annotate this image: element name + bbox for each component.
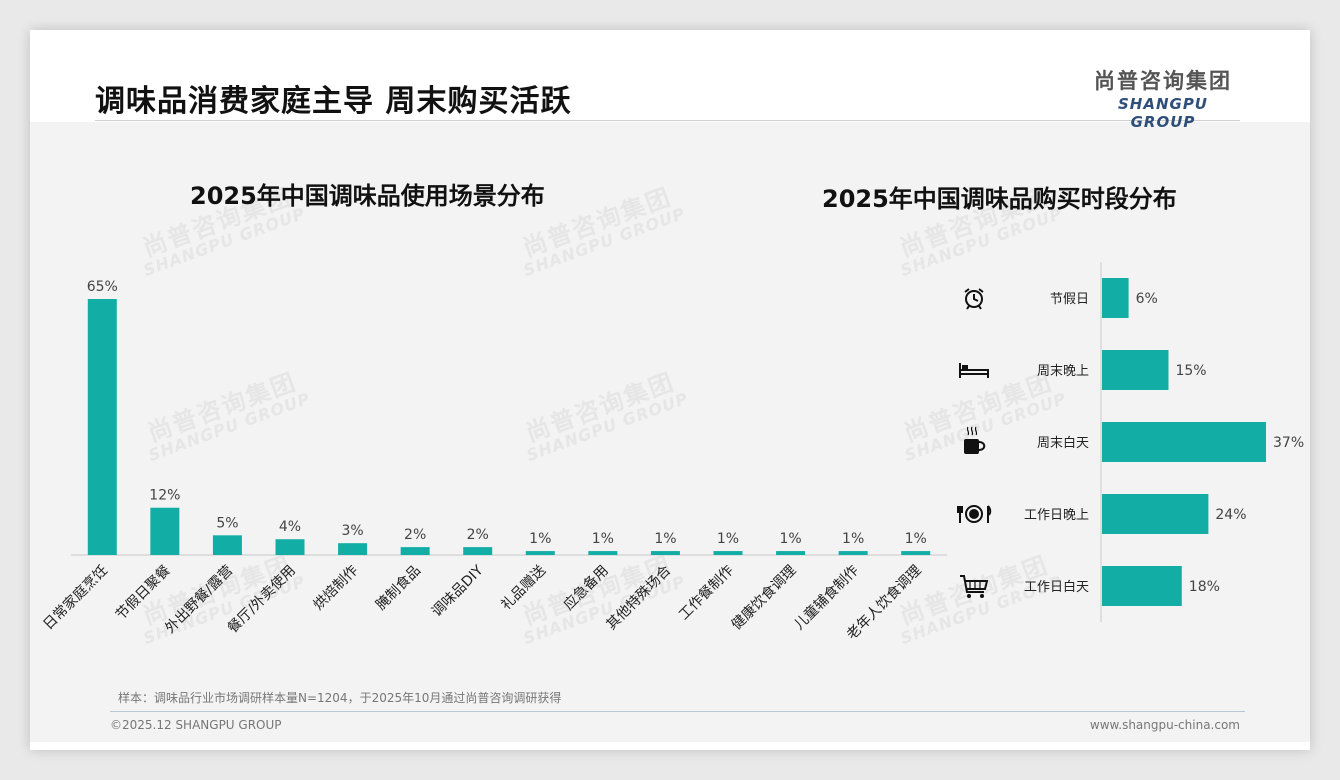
category-label: 工作日晚上 <box>1024 508 1089 523</box>
data-label: 2% <box>404 527 426 543</box>
category-label: 周末晚上 <box>1037 364 1089 379</box>
data-label: 5% <box>216 515 238 531</box>
bar <box>1102 494 1209 534</box>
data-label: 65% <box>87 279 118 295</box>
bar <box>212 535 242 555</box>
alarm-clock-icon <box>964 288 984 310</box>
data-label: 1% <box>905 531 927 547</box>
logo: 尚普咨询集团 SHANGPU GROUP <box>1088 65 1238 131</box>
bar <box>776 551 806 555</box>
content-background <box>30 122 1310 742</box>
data-label: 37% <box>1273 435 1304 451</box>
category-label: 调味品DIY <box>429 562 487 620</box>
category-label: 周末白天 <box>1037 435 1089 451</box>
scenario-bar-chart: 65%日常家庭烹饪12%节假日聚餐5%外出野餐/露营4%餐厅/外卖使用3%烘焙制… <box>40 279 947 643</box>
data-label: 1% <box>842 531 864 547</box>
bar <box>713 551 743 555</box>
bar <box>463 547 493 555</box>
bar <box>400 547 430 555</box>
footer-divider <box>110 711 1245 712</box>
footnote: 样本：调味品行业市场调研样本量N=1204，于2025年10月通过尚普咨询调研获… <box>118 691 562 705</box>
bar <box>1102 566 1182 606</box>
data-label: 4% <box>279 519 301 535</box>
category-label: 节假日聚餐 <box>113 563 174 624</box>
bar <box>1102 422 1266 462</box>
data-label: 24% <box>1215 507 1246 523</box>
data-label: 1% <box>654 531 676 547</box>
bar <box>588 551 618 555</box>
bar <box>901 551 931 555</box>
page-title: 调味品消费家庭主导 周末购买活跃 <box>95 84 572 119</box>
title-divider <box>95 120 1240 121</box>
category-label: 烘焙制作 <box>310 563 361 614</box>
data-label: 2% <box>467 527 489 543</box>
category-label: 节假日 <box>1050 292 1089 307</box>
category-label: 应急备用 <box>560 562 612 614</box>
category-label: 其他特殊场合 <box>604 563 675 634</box>
slide: 调味品消费家庭主导 周末购买活跃 尚普咨询集团 SHANGPU GROUP 尚普… <box>30 30 1310 750</box>
bar <box>1102 278 1129 318</box>
copyright: ©2025.12 SHANGPU GROUP <box>110 718 282 732</box>
category-label: 儿童辅食制作 <box>791 562 862 633</box>
category-label: 腌制食品 <box>372 562 424 614</box>
category-label: 礼品赠送 <box>498 563 549 614</box>
category-label: 工作餐制作 <box>676 563 737 624</box>
bar <box>1102 350 1169 390</box>
data-label: 15% <box>1175 363 1206 379</box>
data-label: 6% <box>1136 291 1158 307</box>
bar <box>838 551 868 555</box>
timeslot-bar-chart: 6% 节假日 15% 周末晚上 37% 周末白天 24% 工作日晚上 18% 工作日白天 <box>957 262 1304 622</box>
bar <box>150 507 180 555</box>
coffee-cup-icon <box>964 426 986 454</box>
bar <box>650 551 680 555</box>
shopping-cart-icon <box>960 575 989 598</box>
data-label: 3% <box>341 523 363 539</box>
plate-cutlery-icon <box>957 505 992 523</box>
data-label: 1% <box>779 531 801 547</box>
data-label: 18% <box>1189 579 1220 595</box>
data-label: 1% <box>717 531 739 547</box>
category-label: 健康饮食调理 <box>728 562 799 633</box>
category-label: 工作日白天 <box>1024 579 1089 595</box>
chart-title-timeslot: 2025年中国调味品购买时段分布 <box>822 185 1177 213</box>
bar <box>338 543 368 555</box>
data-label: 1% <box>529 531 551 547</box>
category-label: 日常家庭烹饪 <box>40 562 111 633</box>
data-label: 1% <box>592 531 614 547</box>
bar <box>87 299 117 555</box>
bed-icon <box>959 363 989 378</box>
logo-cn: 尚普咨询集团 <box>1094 69 1232 93</box>
data-label: 12% <box>149 488 180 504</box>
website-link[interactable]: www.shangpu-china.com <box>1089 718 1240 732</box>
chart-title-scenario: 2025年中国调味品使用场景分布 <box>190 182 545 210</box>
logo-en: SHANGPU GROUP <box>1117 95 1208 131</box>
bar <box>275 539 305 555</box>
bar <box>525 551 555 555</box>
